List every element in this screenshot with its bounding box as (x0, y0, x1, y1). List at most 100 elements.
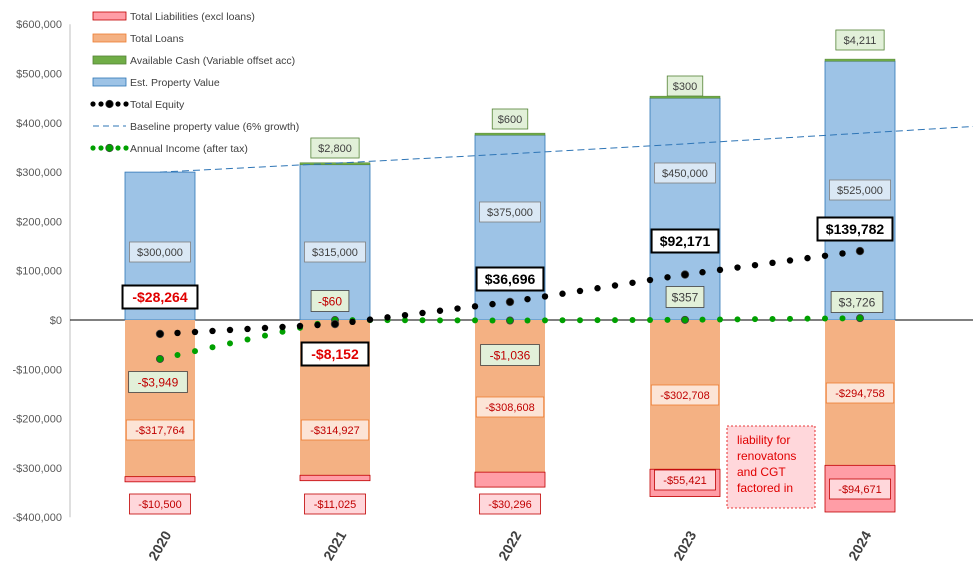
legend-swatch-equity (98, 101, 104, 107)
dot-equity (541, 293, 549, 300)
label-loans-2023: -$302,708 (660, 390, 710, 402)
dot-income (734, 316, 741, 323)
x-tick-label-2022: 2022 (495, 528, 525, 563)
label-property-2022-box (479, 201, 541, 223)
dot-income (752, 316, 758, 323)
label-liabilities-2022: -$30,296 (488, 499, 531, 511)
label-equity-2023-box (650, 228, 720, 254)
bar-cash-2021 (299, 162, 371, 165)
label-income-2020: -$3,949 (138, 375, 179, 389)
legend-swatch-loans (92, 33, 127, 43)
dot-equity (594, 285, 601, 292)
legend-swatch-equity (123, 101, 129, 107)
legend-swatch-income (98, 145, 104, 151)
dot-income (664, 316, 671, 323)
annotation-text: and CGT (737, 465, 786, 479)
legend-label-liabilities: Total Liabilities (excl loans) (130, 11, 255, 23)
dot-income (717, 316, 723, 323)
dot-equity (629, 279, 636, 286)
label-equity-2021-box (300, 341, 370, 367)
dot-equity (611, 282, 619, 289)
legend-label-property: Est. Property Value (130, 77, 220, 89)
dot-income (192, 348, 198, 355)
y-tick-label: -$400,000 (12, 512, 62, 524)
x-axis: 2020 2021 2022 2023 2024 (145, 528, 875, 563)
legend: Total Liabilities (excl loans) Total Loan… (90, 11, 299, 155)
legend-label-cash: Available Cash (Variable offset acc) (130, 55, 295, 67)
point-equity-2024 (855, 246, 865, 256)
dot-income (437, 317, 443, 324)
dot-equity (524, 295, 531, 303)
label-loans-2020: -$317,764 (135, 425, 185, 437)
dot-income (559, 317, 566, 324)
label-liabilities-2024-box (829, 478, 891, 500)
baseline-line (159, 125, 973, 173)
series-lines (155, 125, 973, 363)
label-income-2023-box (665, 286, 705, 308)
point-income-2023 (681, 315, 690, 324)
y-tick-label: $300,000 (16, 167, 62, 179)
annotation-text: liability for (737, 433, 790, 447)
dot-income (262, 332, 268, 339)
label-loans-2024: -$294,758 (835, 388, 885, 400)
label-equity-2020: -$28,264 (132, 289, 187, 305)
label-income-2023: $357 (672, 290, 699, 304)
label-equity-2020-box (121, 284, 199, 310)
bar-loans-2020 (125, 320, 195, 477)
label-cash-2022-box (491, 108, 529, 130)
point-equity-2021 (330, 319, 340, 329)
point-income-2020 (155, 354, 164, 363)
dot-equity (471, 303, 479, 310)
dot-income (787, 315, 793, 322)
x-tick-label-2023: 2023 (670, 528, 700, 563)
dot-income (629, 317, 636, 324)
legend-swatch-equity (105, 99, 114, 109)
label-income-2020-box (128, 371, 188, 393)
label-cash-2021-box (310, 137, 360, 159)
label-cash-2023: $300 (673, 81, 697, 93)
label-property-2022: $375,000 (487, 207, 533, 219)
dot-income (612, 317, 618, 324)
annotation-text: renovatons (737, 449, 796, 463)
legend-swatch-income (123, 145, 129, 151)
y-tick-label: $500,000 (16, 69, 62, 81)
dot-equity (366, 316, 374, 323)
legend-swatch-property (92, 77, 127, 87)
bar-liabilities-2020 (124, 476, 196, 483)
dot-income (419, 317, 426, 324)
label-liabilities-2023: -$55,421 (663, 475, 706, 487)
dot-equity (646, 276, 654, 284)
y-tick-label: -$200,000 (12, 414, 62, 426)
bar-liabilities-2022 (474, 471, 546, 488)
dot-equity (699, 269, 706, 276)
label-property-2020: $300,000 (137, 247, 183, 259)
dot-equity (314, 321, 321, 329)
dot-equity (576, 287, 584, 295)
dot-equity (174, 329, 181, 337)
legend-swatch-equity (90, 101, 96, 107)
legend-label-loans: Total Loans (130, 33, 184, 45)
bar-liabilities-2021 (299, 474, 371, 482)
bar-cash-2022 (474, 132, 546, 136)
legend-swatch-income (115, 145, 121, 151)
point-income-2022 (505, 316, 514, 325)
dot-income (699, 316, 706, 323)
label-cash-2023-box (666, 75, 704, 97)
legend-swatch-equity (115, 101, 121, 107)
dot-income (244, 336, 251, 343)
dot-equity (839, 250, 846, 257)
label-cash-2024: $4,211 (844, 35, 877, 47)
label-cash-2024-box (835, 29, 885, 51)
label-income-2021: -$60 (318, 294, 342, 308)
label-liabilities-2024: -$94,671 (838, 484, 881, 496)
legend-swatch-income (90, 145, 96, 151)
x-tick-label-2021: 2021 (320, 528, 350, 563)
label-property-2024: $525,000 (837, 185, 883, 197)
dot-equity (769, 259, 776, 267)
data-labels: $300,000 -$317,764 -$10,500 -$28,264 -$3,949… (121, 29, 895, 515)
label-equity-2022-box (475, 266, 545, 292)
dot-equity (209, 327, 216, 335)
label-income-2022-box (480, 344, 540, 366)
dot-equity (751, 261, 759, 269)
